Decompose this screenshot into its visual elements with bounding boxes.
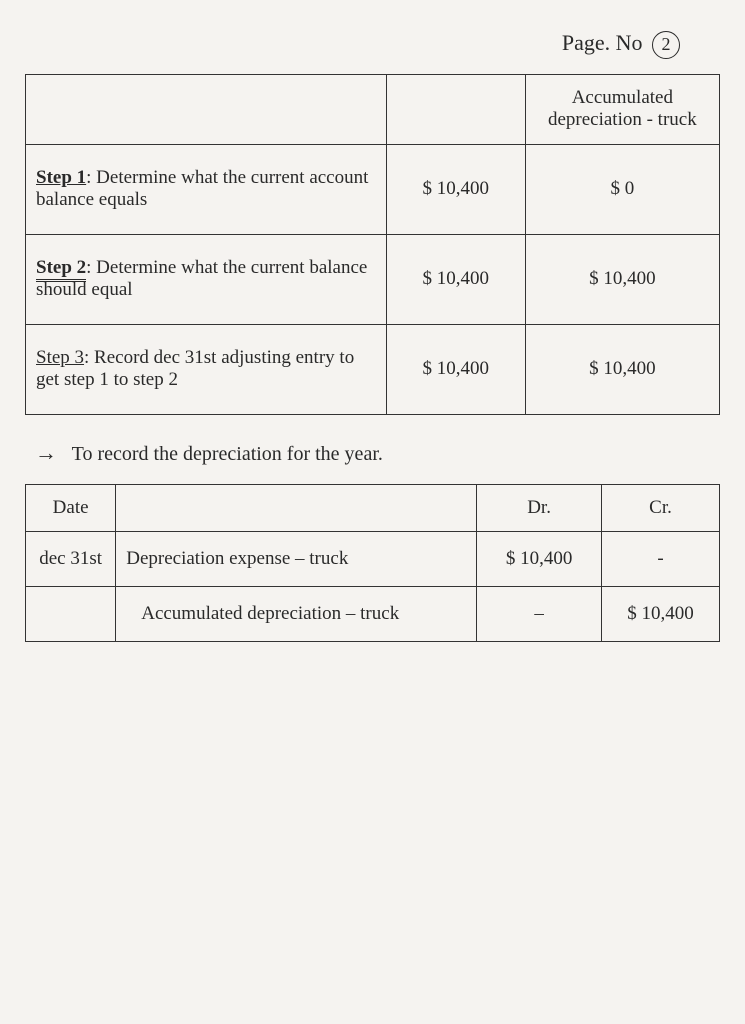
- table-row: dec 31st Depreciation expense – truck $ …: [26, 531, 720, 586]
- step3-val1: $ 10,400: [386, 324, 525, 414]
- step3-label: Step 3: [36, 347, 84, 368]
- entry2-desc: Accumulated depreciation – truck: [116, 586, 477, 641]
- header-col3: Accumulated depreciation - truck: [525, 74, 719, 144]
- step1-text: : Determine what the current account bal…: [36, 167, 368, 210]
- entry2-date: [26, 586, 116, 641]
- entry1-date: dec 31st: [26, 531, 116, 586]
- header-cr: Cr.: [602, 484, 720, 531]
- entry2-cr: $ 10,400: [602, 586, 720, 641]
- note-text: To record the depreciation for the year.: [72, 443, 383, 465]
- journal-note: → To record the depreciation for the yea…: [35, 440, 720, 466]
- header-desc: [116, 484, 477, 531]
- steps-table: Accumulated depreciation - truck Step 1:…: [25, 74, 720, 415]
- step2-desc: Step 2: Determine what the current balan…: [26, 234, 387, 324]
- step2-val1: $ 10,400: [386, 234, 525, 324]
- step1-label: Step 1: [36, 167, 86, 188]
- step2-text: : Determine what the current balance sho…: [36, 257, 367, 300]
- step2-val2: $ 10,400: [525, 234, 719, 324]
- entry1-desc: Depreciation expense – truck: [116, 531, 477, 586]
- table-row: Accumulated depreciation – truck – $ 10,…: [26, 586, 720, 641]
- table-row: Step 1: Determine what the current accou…: [26, 144, 720, 234]
- step3-desc: Step 3: Record dec 31st adjusting entry …: [26, 324, 387, 414]
- header-empty-cell: [26, 74, 387, 144]
- header-dr: Dr.: [477, 484, 602, 531]
- entry2-dr: –: [477, 586, 602, 641]
- table-row: Step 2: Determine what the current balan…: [26, 234, 720, 324]
- table2-header-row: Date Dr. Cr.: [26, 484, 720, 531]
- table-row: Step 3: Record dec 31st adjusting entry …: [26, 324, 720, 414]
- entry1-cr: -: [602, 531, 720, 586]
- table1-header-row: Accumulated depreciation - truck: [26, 74, 720, 144]
- journal-table: Date Dr. Cr. dec 31st Depreciation expen…: [25, 484, 720, 642]
- page-number-circle: 2: [652, 31, 680, 59]
- header-date: Date: [26, 484, 116, 531]
- page-label: Page. No: [562, 30, 643, 55]
- arrow-icon: →: [35, 440, 57, 466]
- step1-val2: $ 0: [525, 144, 719, 234]
- header-col2: [386, 74, 525, 144]
- page-header: Page. No 2: [25, 30, 720, 59]
- entry1-dr: $ 10,400: [477, 531, 602, 586]
- step1-desc: Step 1: Determine what the current accou…: [26, 144, 387, 234]
- step3-val2: $ 10,400: [525, 324, 719, 414]
- step1-val1: $ 10,400: [386, 144, 525, 234]
- step3-text: : Record dec 31st adjusting entry to get…: [36, 347, 354, 390]
